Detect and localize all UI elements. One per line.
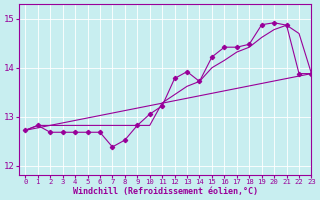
X-axis label: Windchill (Refroidissement éolien,°C): Windchill (Refroidissement éolien,°C)	[73, 187, 258, 196]
